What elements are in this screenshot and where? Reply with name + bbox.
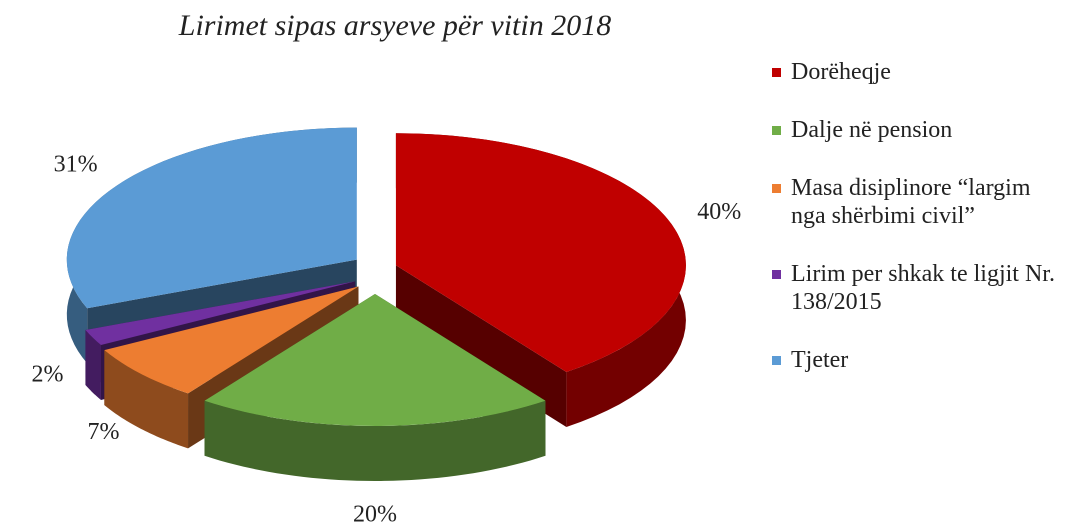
legend-item: Dorëheqje xyxy=(772,58,1072,86)
legend-item: Tjeter xyxy=(772,346,1072,374)
chart-title: Lirimet sipas arsyeve për vitin 2018 xyxy=(178,9,611,42)
legend-label: Tjeter xyxy=(791,347,849,373)
slice xyxy=(66,127,357,309)
legend-swatch xyxy=(772,270,781,279)
data-label: 31% xyxy=(54,151,98,177)
data-label: 7% xyxy=(87,419,119,445)
data-label: 40% xyxy=(697,199,741,225)
legend-item: Dalje në pension xyxy=(772,116,1072,144)
legend-swatch xyxy=(772,184,781,193)
slice xyxy=(104,286,359,394)
legend-label: Dorëheqje xyxy=(791,59,891,85)
data-label: 2% xyxy=(31,361,63,387)
pie-tops xyxy=(66,127,686,427)
legend-item: Masa disiplinore “largim nga shërbimi ci… xyxy=(772,174,1072,230)
legend: Dorëheqje Dalje në pension Masa disiplinor… xyxy=(772,58,1072,374)
slice-wall xyxy=(104,350,189,449)
slice xyxy=(85,281,356,345)
legend-swatch xyxy=(772,126,781,135)
slice-wall xyxy=(204,400,546,481)
slice-edge xyxy=(395,265,567,427)
slice xyxy=(395,133,686,372)
data-label: 20% xyxy=(353,502,397,525)
legend-swatch xyxy=(772,356,781,365)
legend-label: Masa disiplinore “largim nga shërbimi ci… xyxy=(791,175,1031,229)
slice-wall xyxy=(85,329,101,400)
legend-label: Lirim per shkak te ligjit Nr. 138/2015 xyxy=(791,261,1055,315)
legend-label: Dalje në pension xyxy=(791,117,953,143)
slice xyxy=(204,294,546,427)
legend-swatch xyxy=(772,68,781,77)
pie-area: Lirimet sipas arsyeve për vitin 2018 40%… xyxy=(31,9,741,525)
legend-item: Lirim per shkak te ligjit Nr. 138/2015 xyxy=(772,260,1072,316)
